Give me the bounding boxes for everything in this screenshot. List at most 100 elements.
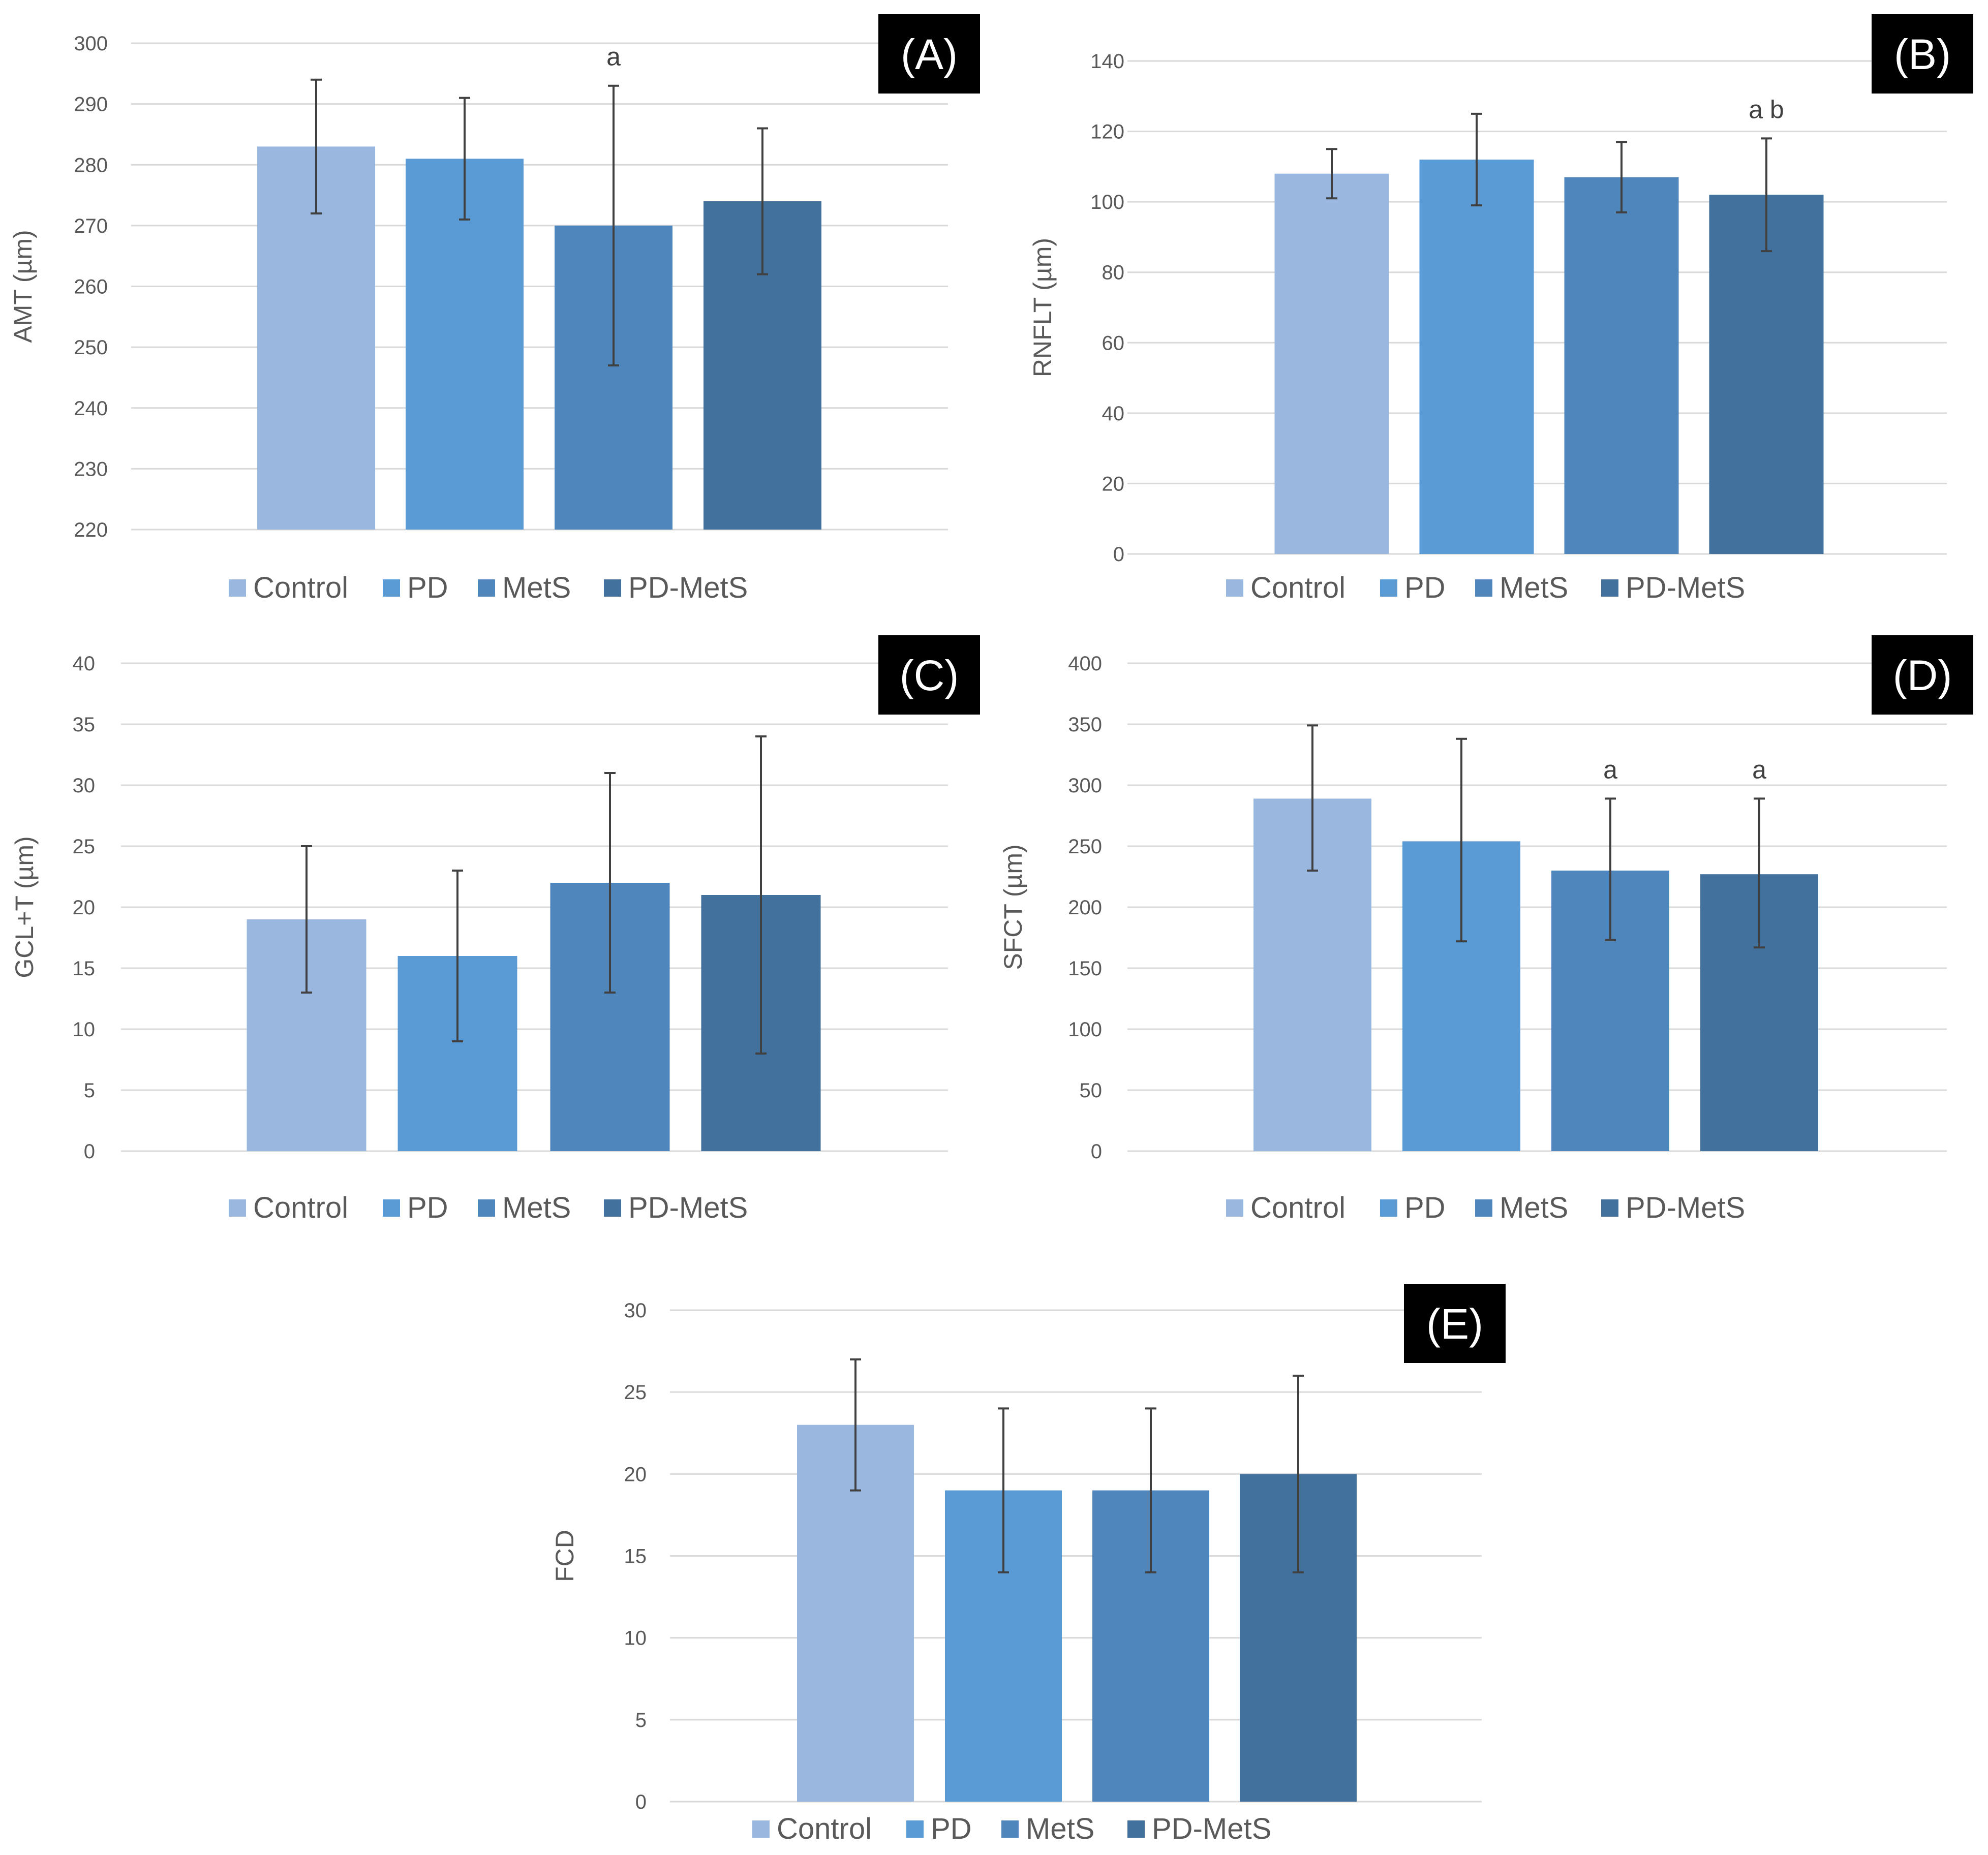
legend-label-c-pd: PD xyxy=(407,1191,448,1224)
panel-label-d: (D) xyxy=(1893,652,1952,699)
y-tick-label-c-5: 5 xyxy=(84,1079,95,1102)
significance-label-b-pd-mets: a b xyxy=(1749,95,1784,123)
legend-label-b-pd: PD xyxy=(1404,571,1446,604)
legend-swatch-b-mets xyxy=(1475,579,1492,597)
y-tick-label-d-100: 100 xyxy=(1068,1018,1102,1041)
y-tick-label-b-40: 40 xyxy=(1102,403,1125,425)
panel-label-b: (B) xyxy=(1894,30,1951,78)
y-tick-label-d-350: 350 xyxy=(1068,714,1102,736)
legend-label-b-control: Control xyxy=(1250,571,1345,604)
y-tick-label-b-20: 20 xyxy=(1102,473,1125,495)
y-tick-label-e-15: 15 xyxy=(624,1545,647,1568)
legend-swatch-d-control xyxy=(1226,1199,1243,1217)
y-tick-label-b-120: 120 xyxy=(1090,121,1124,143)
legend-label-d-control: Control xyxy=(1250,1191,1345,1224)
y-tick-label-a-270: 270 xyxy=(74,215,108,237)
legend-label-e-pd: PD xyxy=(931,1812,972,1845)
y-tick-label-c-40: 40 xyxy=(73,653,96,675)
y-tick-label-d-50: 50 xyxy=(1080,1079,1103,1102)
y-tick-label-d-400: 400 xyxy=(1068,653,1102,675)
error-bar-b-pd xyxy=(1471,112,1482,207)
panel-label-box-a xyxy=(878,14,980,94)
legend-label-e-control: Control xyxy=(777,1812,872,1845)
error-bar-a-control xyxy=(311,78,322,214)
error-bar-d-pd xyxy=(1456,737,1467,943)
y-tick-label-a-300: 300 xyxy=(74,33,108,55)
error-bar-a-mets xyxy=(608,84,619,367)
error-bar-a-pd-mets xyxy=(757,127,768,275)
y-tick-label-c-35: 35 xyxy=(73,714,96,736)
error-bar-c-mets xyxy=(604,772,616,994)
legend-swatch-c-mets xyxy=(478,1199,495,1217)
panel-label-e: (E) xyxy=(1426,1300,1483,1348)
legend-swatch-e-pd-mets xyxy=(1127,1820,1145,1838)
y-tick-label-a-240: 240 xyxy=(74,397,108,420)
y-axis-title-d: SFCT (µm) xyxy=(999,844,1027,970)
error-bar-d-control xyxy=(1307,724,1318,872)
y-axis-title-e: FCD xyxy=(550,1530,579,1582)
legend-c: Control PD MetS PD-MetS xyxy=(229,1191,748,1224)
y-tick-label-d-0: 0 xyxy=(1091,1140,1102,1163)
error-bar-e-mets xyxy=(1145,1407,1156,1573)
legend-label-b-pd-mets: PD-MetS xyxy=(1626,571,1745,604)
panel-label-box-b xyxy=(1872,14,1973,94)
error-bar-c-pd-mets xyxy=(755,735,767,1055)
y-tick-label-d-300: 300 xyxy=(1068,775,1102,797)
legend-swatch-a-pd-mets xyxy=(604,579,621,597)
legend-e: Control PD MetS PD-MetS xyxy=(752,1812,1271,1845)
y-tick-label-e-0: 0 xyxy=(635,1791,647,1813)
y-tick-label-c-15: 15 xyxy=(73,957,96,980)
error-bar-b-pd-mets xyxy=(1761,137,1772,253)
panel-label-box-e xyxy=(1404,1284,1506,1363)
y-tick-label-e-10: 10 xyxy=(624,1627,647,1650)
bar-b-pd-mets xyxy=(1709,195,1824,554)
legend-b: Control PD MetS PD-MetS xyxy=(1226,571,1745,604)
bar-b-pd xyxy=(1419,160,1534,554)
y-axis-title-a: AMT (µm) xyxy=(9,230,37,343)
legend-swatch-c-pd-mets xyxy=(604,1199,621,1217)
legend-d: Control PD MetS PD-MetS xyxy=(1226,1191,1745,1224)
legend-label-d-pd-mets: PD-MetS xyxy=(1626,1191,1745,1224)
error-bar-a-pd xyxy=(459,97,470,221)
legend-label-b-mets: MetS xyxy=(1500,571,1568,604)
y-axis-title-c: GCL+T (µm) xyxy=(10,836,39,978)
bar-b-mets xyxy=(1564,177,1679,554)
error-bar-d-mets xyxy=(1605,797,1616,941)
y-tick-label-e-5: 5 xyxy=(635,1709,647,1732)
legend-label-e-pd-mets: PD-MetS xyxy=(1152,1812,1271,1845)
legend-swatch-b-pd xyxy=(1380,579,1397,597)
chart-panel-e: 0 5 10 15 20 25 30 FCD (E) Control PD MetS PD-MetS xyxy=(550,1284,1506,1845)
legend-label-a-pd-mets: PD-MetS xyxy=(628,571,748,604)
y-tick-label-b-60: 60 xyxy=(1102,332,1125,354)
error-bar-c-control xyxy=(301,845,312,994)
error-bar-e-pd xyxy=(998,1407,1009,1573)
panel-label-box-d xyxy=(1872,635,1973,715)
legend-swatch-a-mets xyxy=(478,579,495,597)
error-bar-e-control xyxy=(850,1358,861,1492)
y-tick-label-a-280: 280 xyxy=(74,154,108,176)
y-tick-label-d-200: 200 xyxy=(1068,896,1102,919)
error-bar-c-pd xyxy=(452,870,463,1042)
y-tick-label-a-220: 220 xyxy=(74,519,108,541)
chart-panel-a: 220 230 240 250 260 270 280 290 300 AMT (µm) a (A) C… xyxy=(9,14,980,604)
y-tick-label-c-30: 30 xyxy=(73,775,96,797)
legend-swatch-c-control xyxy=(229,1199,246,1217)
legend-swatch-e-mets xyxy=(1001,1820,1019,1838)
y-tick-label-b-100: 100 xyxy=(1090,191,1124,213)
error-bar-e-pd-mets xyxy=(1293,1374,1304,1573)
legend-label-c-control: Control xyxy=(253,1191,348,1224)
y-tick-label-e-30: 30 xyxy=(624,1300,647,1322)
legend-label-a-control: Control xyxy=(253,571,348,604)
legend-label-a-mets: MetS xyxy=(502,571,571,604)
legend-swatch-a-pd xyxy=(383,579,400,597)
y-tick-label-b-80: 80 xyxy=(1102,262,1125,284)
legend-a: Control PD MetS PD-MetS xyxy=(229,571,748,604)
y-tick-label-b-140: 140 xyxy=(1090,50,1124,73)
legend-label-c-mets: MetS xyxy=(502,1191,571,1224)
legend-label-e-mets: MetS xyxy=(1026,1812,1094,1845)
y-tick-label-b-0: 0 xyxy=(1113,543,1124,566)
legend-label-a-pd: PD xyxy=(407,571,448,604)
legend-label-d-pd: PD xyxy=(1404,1191,1446,1224)
panel-label-box-c xyxy=(878,635,980,715)
y-tick-label-d-250: 250 xyxy=(1068,836,1102,858)
